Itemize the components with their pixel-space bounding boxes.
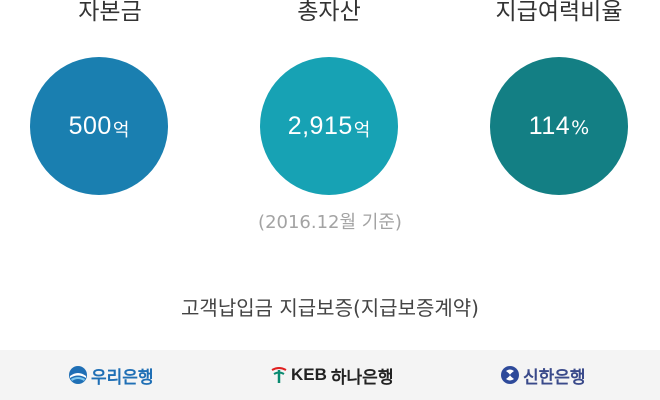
stat-title-capital: 자본금 (78, 0, 142, 25)
stat-unit-solvency-ratio: % (571, 117, 590, 139)
bank-prefix-keb: KEB (291, 365, 327, 384)
bank-keb-hana: KEB 하나은행 (270, 350, 393, 400)
stat-circle-solvency-ratio: 114% (490, 57, 628, 195)
bank-name-hana: 하나은행 (330, 367, 394, 388)
bank-logo-bar: 우리은행 KEB 하나은행 신한은행 (0, 350, 660, 400)
payment-guarantee-title: 고객납입금 지급보증(지급보증계약) (181, 296, 479, 320)
stat-circle-total-assets: 2,915 억 (260, 57, 398, 195)
stat-title-solvency-ratio: 지급여력비율 (495, 0, 623, 25)
bank-woori: 우리은행 (68, 350, 154, 400)
stat-value-total-assets: 2,915 (287, 111, 353, 140)
woori-logo-icon (68, 365, 88, 385)
stat-value-solvency-ratio: 114 (528, 111, 571, 140)
stat-title-total-assets: 총자산 (297, 0, 361, 25)
stat-unit-total-assets: 억 (353, 119, 371, 141)
shinhan-logo-icon (500, 365, 520, 385)
stat-value-capital: 500 (68, 111, 112, 140)
stat-unit-capital: 억 (112, 119, 130, 141)
keb-hana-logo-icon (270, 365, 288, 385)
bank-name-shinhan: 신한은행 (523, 367, 586, 388)
bank-name-woori: 우리은행 (91, 367, 154, 388)
stat-circle-capital: 500 억 (30, 57, 168, 195)
basis-date-note: (2016.12월 기준) (258, 212, 402, 233)
bank-shinhan: 신한은행 (500, 350, 586, 400)
